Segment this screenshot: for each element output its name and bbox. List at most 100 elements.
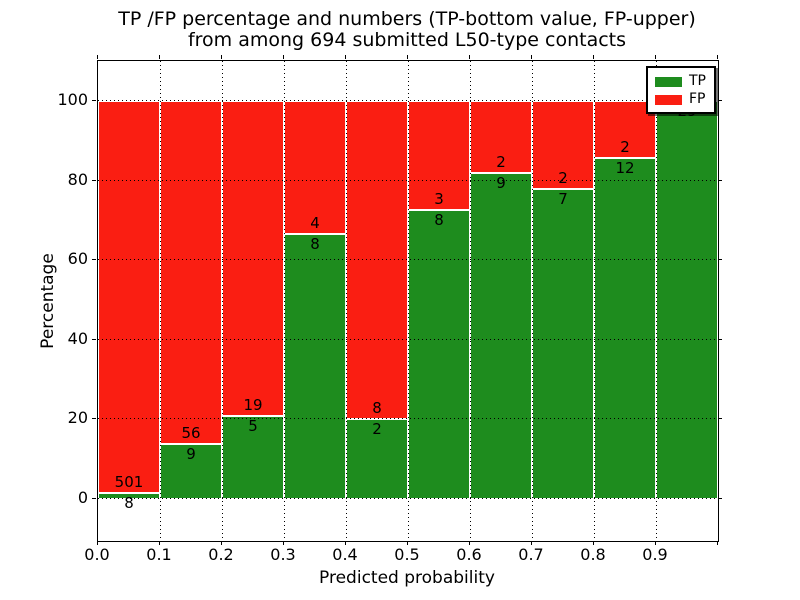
tp-count-label: 8 [434,210,444,229]
x-tick-label: 0.9 [642,545,668,564]
y-tick-right [718,179,722,181]
x-tick [159,541,160,545]
tp-bar-segment [284,233,346,499]
y-tick-right [718,100,722,101]
fp-count-label: 2 [620,137,630,156]
x-tick-label: 0.7 [518,545,544,564]
fp-count-label: 8 [372,399,382,418]
y-tick [92,259,96,261]
y-tick-label: 80 [67,169,88,189]
x-gridline [284,61,285,541]
fp-count-label: 3 [434,189,444,208]
y-tick-label: 40 [67,328,88,348]
y-tick-label: 0 [77,488,88,507]
x-tick-top [97,55,98,59]
fp-bar-segment [98,101,160,493]
legend-swatch-tp [655,76,682,87]
x-tick-label: 0.1 [146,545,172,564]
x-tick-top [159,55,160,59]
x-gridline [346,61,347,541]
tp-count-label: 2 [372,420,382,439]
fp-bar-segment [222,101,284,417]
x-gridline [532,61,533,541]
fp-bar-segment [408,101,470,210]
y-tick-label: 100 [57,90,88,109]
tp-bar-segment [656,101,718,499]
x-tick-top [283,55,284,59]
fp-count-label: 56 [181,423,201,442]
x-tick-top [593,55,594,59]
fp-count-label: 501 [114,472,144,491]
legend-swatch-fp [655,94,682,105]
legend-entry-label: TP [689,73,706,89]
x-tick-label: 0.5 [394,545,420,564]
chart-title-line1: TP /FP percentage and numbers (TP-bottom… [118,8,696,30]
x-tick [97,541,98,545]
x-tick-top [469,55,470,59]
x-gridline [408,61,409,541]
x-tick-top [345,55,346,59]
y-tick-right [718,259,722,261]
y-tick [92,338,96,340]
x-tick-label: 0.0 [84,545,110,564]
x-tick-top [531,55,532,59]
x-tick-label: 0.8 [580,545,606,564]
tp-count-label: 8 [310,234,320,253]
tp-count-label: 9 [186,444,196,463]
x-tick-top [407,55,408,59]
fp-count-label: 2 [558,169,568,188]
x-tick [345,541,346,545]
y-axis-label: Percentage [38,253,58,349]
x-tick-label: 0.3 [270,545,296,564]
x-tick [283,541,284,545]
fp-bar-segment [346,101,408,420]
legend-entry-label: FP [689,91,706,107]
tp-bar-segment [594,157,656,499]
tp-bar-segment [532,189,594,499]
tp-bar-segment [470,173,532,499]
legend: TP FP [646,66,716,114]
legend-entry: FP [655,92,707,107]
fp-bar-segment [594,101,656,158]
y-tick [92,498,96,499]
fp-bar-segment [160,101,222,444]
chart-title-line2: from among 694 submitted L50-type contac… [187,29,627,51]
chart-title: TP /FP percentage and numbers (TP-bottom… [97,9,717,51]
x-tick-top [655,55,656,59]
x-tick [717,541,718,545]
x-tick [407,541,408,545]
x-tick [469,541,470,545]
x-gridline [594,61,595,541]
x-tick [593,541,594,545]
x-tick-label: 0.6 [456,545,482,564]
tp-count-label: 5 [248,417,258,436]
y-tick [92,179,96,181]
fp-count-label: 19 [243,396,263,415]
tp-bar-segment [408,209,470,499]
x-gridline [470,61,471,541]
x-tick [655,541,656,545]
y-tick [92,100,96,101]
tp-count-label: 12 [615,158,635,177]
tp-count-label: 9 [496,174,506,193]
legend-entry: TP [655,74,707,89]
y-tick-right [718,418,722,420]
x-tick-top [221,55,222,59]
y-tick-label: 60 [67,249,88,269]
x-tick-label: 0.4 [332,545,358,564]
y-tick-right [718,498,722,499]
y-tick-label: 20 [67,408,88,428]
y-tick-right [718,338,722,340]
x-tick-top [717,55,718,59]
tp-count-label: 7 [558,190,568,209]
tp-count-label: 8 [124,493,134,512]
plot-area: 5018569195488238292721229 [97,60,719,542]
fp-bar-segment [532,101,594,190]
x-gridline [656,61,657,541]
fp-bar-segment [284,101,346,234]
x-gridline [160,61,161,541]
x-tick-label: 0.2 [208,545,234,564]
y-tick [92,418,96,420]
fp-count-label: 4 [310,213,320,232]
